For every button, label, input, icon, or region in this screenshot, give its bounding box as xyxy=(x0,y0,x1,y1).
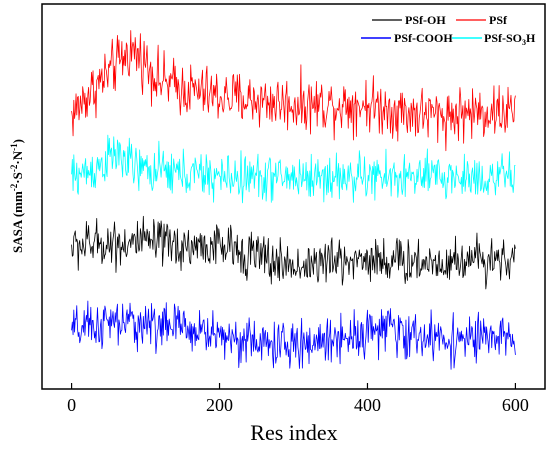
y-axis-title: SASA (mm-2·S-2·N-1) xyxy=(9,139,25,253)
x-axis-ticks: 0 200 400 600 xyxy=(67,383,529,415)
x-tick-label: 400 xyxy=(354,395,381,415)
series-line-psf xyxy=(71,30,516,152)
legend: PSf-OH PSf PSf-COOH PSf-SO3H xyxy=(361,13,536,47)
plot-frame xyxy=(41,3,546,390)
legend-label-psf-so3h: PSf-SO3H xyxy=(484,31,536,47)
series-line-psf-oh xyxy=(71,215,516,290)
legend-label-psf-oh: PSf-OH xyxy=(405,13,446,27)
x-axis-title: Res index xyxy=(250,420,337,445)
x-tick-label: 0 xyxy=(67,395,76,415)
legend-label-psf-cooh: PSf-COOH xyxy=(394,31,453,45)
series-layer xyxy=(71,30,516,370)
legend-label-psf: PSf xyxy=(489,13,508,27)
x-tick-label: 600 xyxy=(502,395,529,415)
series-line-psf-cooh xyxy=(71,300,516,370)
x-tick-label: 200 xyxy=(206,395,233,415)
series-line-psf-so3h xyxy=(71,134,516,204)
